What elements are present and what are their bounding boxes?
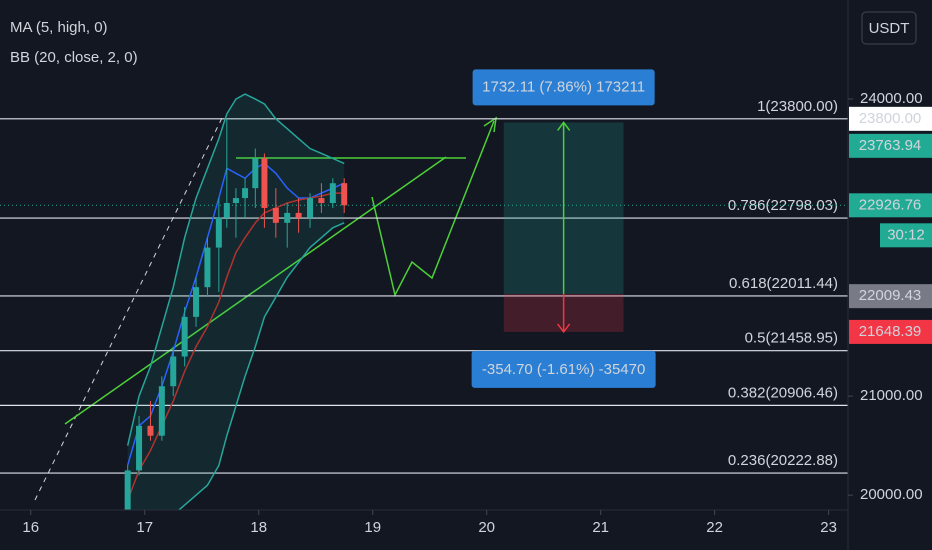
x-tick-label: 20 <box>478 519 495 536</box>
countdown-box <box>880 223 932 248</box>
candle-body <box>232 198 239 204</box>
candle-body <box>170 356 177 387</box>
candle-body <box>318 198 325 204</box>
candle-body <box>181 316 188 357</box>
candle-body <box>136 425 143 471</box>
price-marker-label: 23800.00 <box>859 110 922 127</box>
price-marker <box>849 133 932 158</box>
price-marker-label: 23763.94 <box>859 137 922 154</box>
candle-body <box>204 247 211 288</box>
candle-body <box>341 183 348 206</box>
dashed-trendline <box>34 117 223 501</box>
fib-level-label: 0.236(20222.88) <box>728 452 838 469</box>
candle-body <box>193 287 200 317</box>
y-tick-label: 21000.00 <box>860 387 923 404</box>
price-marker <box>849 106 932 131</box>
profit-label: 1732.11 (7.86%) 173211 <box>482 78 645 95</box>
ma-legend: MA (5, high, 0) <box>10 19 108 36</box>
price-marker <box>849 284 932 309</box>
loss-label: -354.70 (-1.61%) -35470 <box>482 361 645 378</box>
candle-body <box>223 203 230 218</box>
price-marker-label: 21648.39 <box>859 323 922 340</box>
candle-body <box>124 470 131 510</box>
x-tick-label: 19 <box>364 519 381 536</box>
price-marker-label: 22926.76 <box>859 196 922 213</box>
x-tick-label: 16 <box>22 519 39 536</box>
currency-box[interactable] <box>861 11 917 45</box>
fib-level-label: 0.5(21458.95) <box>745 330 838 347</box>
candle-body <box>147 425 154 436</box>
fib-level-label: 0.786(22798.03) <box>728 197 838 214</box>
candle-body <box>261 158 268 208</box>
candle-body <box>215 217 222 248</box>
indicator-line <box>126 192 345 501</box>
fib-level-label: 0.618(22011.44) <box>729 275 838 292</box>
x-tick-label: 23 <box>820 519 837 536</box>
price-marker <box>849 319 932 344</box>
indicator-line <box>177 222 345 510</box>
loss-arrowhead <box>557 323 571 334</box>
bb-band-fill <box>127 94 345 510</box>
loss-label-box <box>471 350 656 388</box>
x-tick-label: 17 <box>136 519 153 536</box>
plot-area: 1(23800.00) 0.786(22798.03) 0.618(22011.44… <box>0 93 848 510</box>
candle-body <box>158 386 165 436</box>
candle-body <box>252 158 259 189</box>
candle-body <box>295 212 302 218</box>
candle-body <box>307 198 314 218</box>
projection-path <box>371 120 495 298</box>
price-marker <box>849 193 932 218</box>
fib-level-label: 0.382(20906.46) <box>728 384 838 401</box>
profit-arrowhead <box>557 121 571 131</box>
countdown: 30:12 <box>887 226 925 243</box>
candle-body <box>329 183 336 204</box>
y-tick-label: 24000.00 <box>860 90 923 107</box>
x-tick-label: 18 <box>250 519 267 536</box>
candle-body <box>242 188 249 199</box>
support-trendline <box>64 156 447 425</box>
y-tick-label: 20000.00 <box>860 486 923 503</box>
profit-label-box <box>472 69 655 106</box>
x-tick-label: 22 <box>706 519 723 536</box>
bb-legend: BB (20, close, 2, 0) <box>10 49 138 66</box>
candle-body <box>284 212 291 223</box>
projection-arrowhead <box>483 116 497 133</box>
currency[interactable]: USDT <box>869 20 910 37</box>
x-tick-label: 21 <box>592 519 609 536</box>
fib-level-label: 1(23800.00) <box>757 98 838 115</box>
indicator-line <box>126 93 345 446</box>
price-marker-label: 22009.43 <box>859 287 922 304</box>
candle-body <box>272 207 279 223</box>
